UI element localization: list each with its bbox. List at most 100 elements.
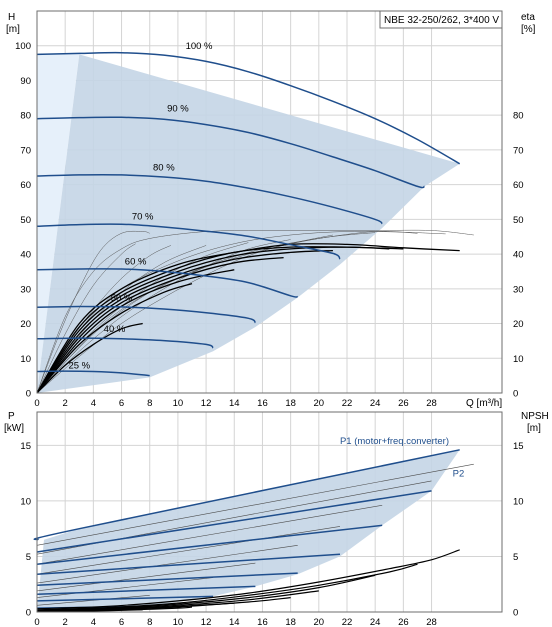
top-x-tick-label-10: 10 (173, 398, 184, 409)
top-x-tick-label-16: 16 (257, 398, 268, 409)
top-y-right-tick-label-20: 20 (513, 319, 524, 330)
head-curve-40 (36, 337, 214, 349)
bottom-x-tick-label-28: 28 (426, 617, 437, 627)
head-curve-80 (36, 173, 383, 225)
p1-curve-4 (36, 572, 298, 587)
bottom-x-tick-label-8: 8 (147, 617, 152, 627)
top-y-left-tick-label-30: 30 (20, 284, 31, 295)
head-curve-25 (36, 370, 150, 377)
p2-curve-6 (36, 577, 214, 598)
head-curve-70 (36, 223, 341, 260)
p1-curve-5 (36, 585, 256, 595)
top-reference-curve-10 (36, 230, 150, 394)
top-x-tick-label-6: 6 (119, 398, 124, 409)
head-curve-label-40: 40 % (104, 324, 126, 335)
title-box (379, 10, 503, 29)
top-y-right-tick-label-80: 80 (513, 111, 524, 122)
top-y-right-tick-label-40: 40 (513, 250, 524, 261)
top-x-tick-label-22: 22 (342, 398, 353, 409)
top-x-tick-label-28: 28 (426, 398, 437, 409)
bottom-plot-frame (36, 411, 503, 613)
top-x-tick-label-0: 0 (34, 398, 39, 409)
top-x-tick-label-20: 20 (314, 398, 325, 409)
top-x-tick-label-12: 12 (201, 398, 212, 409)
bottom-x-tick-label-26: 26 (398, 617, 409, 627)
top-reference-curve-2 (36, 231, 418, 394)
top-xlabel: Q [m³/h] (466, 398, 502, 409)
top-y-left-tick-label-80: 80 (20, 111, 31, 122)
bottom-x-tick-label-4: 4 (91, 617, 96, 627)
head-curve-90 (36, 116, 425, 189)
top-y-left-tick-label-100: 100 (15, 41, 31, 52)
bottom-y-right-tick-label-15: 15 (513, 441, 524, 452)
bottom-x-ticks: 0 2 4 6 8 10 12 14 16 18 20 22 24 26 28 (34, 617, 436, 627)
top-efficiency-curve-4 (36, 256, 284, 394)
top-y-left-tick-label-70: 70 (20, 145, 31, 156)
bottom-y-left-tick-label-15: 15 (20, 441, 31, 452)
bottom-y-left-tick-label-0: 0 (26, 608, 31, 619)
top-x-tick-label-4: 4 (91, 398, 96, 409)
chart-title: NBE 32-250/262, 3*400 V (384, 15, 499, 26)
p1-curve-3 (36, 553, 341, 575)
top-y-right-tick-label-0: 0 (513, 389, 518, 400)
head-curve-label-90: 90 % (167, 104, 189, 115)
p1-curve-6 (36, 595, 214, 602)
top-x-tick-label-2: 2 (63, 398, 68, 409)
top-efficiency-curves (36, 242, 460, 394)
top-x-tick-label-26: 26 (398, 398, 409, 409)
top-y-ticks-right: 0 10 20 30 40 50 60 70 80 (513, 111, 524, 400)
head-curve-50 (36, 305, 256, 324)
top-ylabel-right: eta (521, 12, 535, 23)
top-y-right-tick-label-30: 30 (513, 284, 524, 295)
head-curve-60 (36, 268, 298, 298)
top-ylabel-left-unit: [m] (6, 24, 20, 35)
bottom-y-right-tick-label-0: 0 (513, 608, 518, 619)
bottom-series-label-p2: P2 (453, 468, 465, 479)
bottom-x-tick-label-14: 14 (229, 617, 240, 627)
p2-curve-3 (36, 526, 341, 575)
top-left-wedge (37, 53, 80, 394)
bottom-x-tick-label-20: 20 (314, 617, 325, 627)
p1-curve-2 (36, 524, 383, 565)
top-y-left-tick-label-60: 60 (20, 180, 31, 191)
head-curve-label-50: 50 % (111, 293, 133, 304)
bottom-x-tick-label-10: 10 (173, 617, 184, 627)
bottom-ylabel-right: NPSH (521, 411, 549, 422)
top-plot-frame (36, 10, 503, 394)
bottom-series-label-p1-motor-freq-converter: P1 (motor+freq.converter) (340, 436, 449, 447)
bottom-y-ticks-left: 0 5 10 15 (20, 441, 31, 619)
bottom-x-tick-label-12: 12 (201, 617, 212, 627)
bottom-x-tick-label-22: 22 (342, 617, 353, 627)
bottom-x-tick-label-2: 2 (63, 617, 68, 627)
bottom-x-tick-label-0: 0 (34, 617, 39, 627)
top-x-tick-label-14: 14 (229, 398, 240, 409)
bottom-x-tick-label-6: 6 (119, 617, 124, 627)
top-efficiency-curve-6 (36, 282, 193, 394)
top-x-tick-label-24: 24 (370, 398, 381, 409)
p2-curve-7 (36, 595, 150, 606)
top-y-left-tick-label-10: 10 (20, 354, 31, 365)
p2-curve-0 (36, 463, 474, 546)
npsh-curve-0 (36, 549, 460, 610)
bottom-ylabel-right-unit: [m] (527, 423, 541, 434)
p2-curve-2 (36, 505, 383, 565)
npsh-curve-7 (36, 609, 143, 612)
bottom-y-ticks-right: 0 5 10 15 (513, 441, 524, 619)
p1-curve-0 (33, 449, 460, 541)
bottom-y-right-tick-label-10: 10 (513, 496, 524, 507)
bottom-series-labels: P1 (motor+freq.converter) P2 (340, 436, 464, 479)
top-y-left-tick-label-50: 50 (20, 215, 31, 226)
top-efficiency-curve-3 (36, 249, 333, 394)
top-x-ticks: 0 2 4 6 8 10 12 14 16 18 20 22 24 26 28 (34, 398, 436, 409)
top-y-left-tick-label-40: 40 (20, 250, 31, 261)
p2-curve-4 (36, 545, 298, 584)
top-y-right-tick-label-70: 70 (513, 145, 524, 156)
bottom-operating-region (37, 449, 460, 612)
top-y-right-tick-label-60: 60 (513, 180, 524, 191)
bottom-y-left-tick-label-5: 5 (26, 552, 31, 563)
bottom-x-tick-label-24: 24 (370, 617, 381, 627)
bottom-ylabel-left: P (8, 411, 15, 422)
